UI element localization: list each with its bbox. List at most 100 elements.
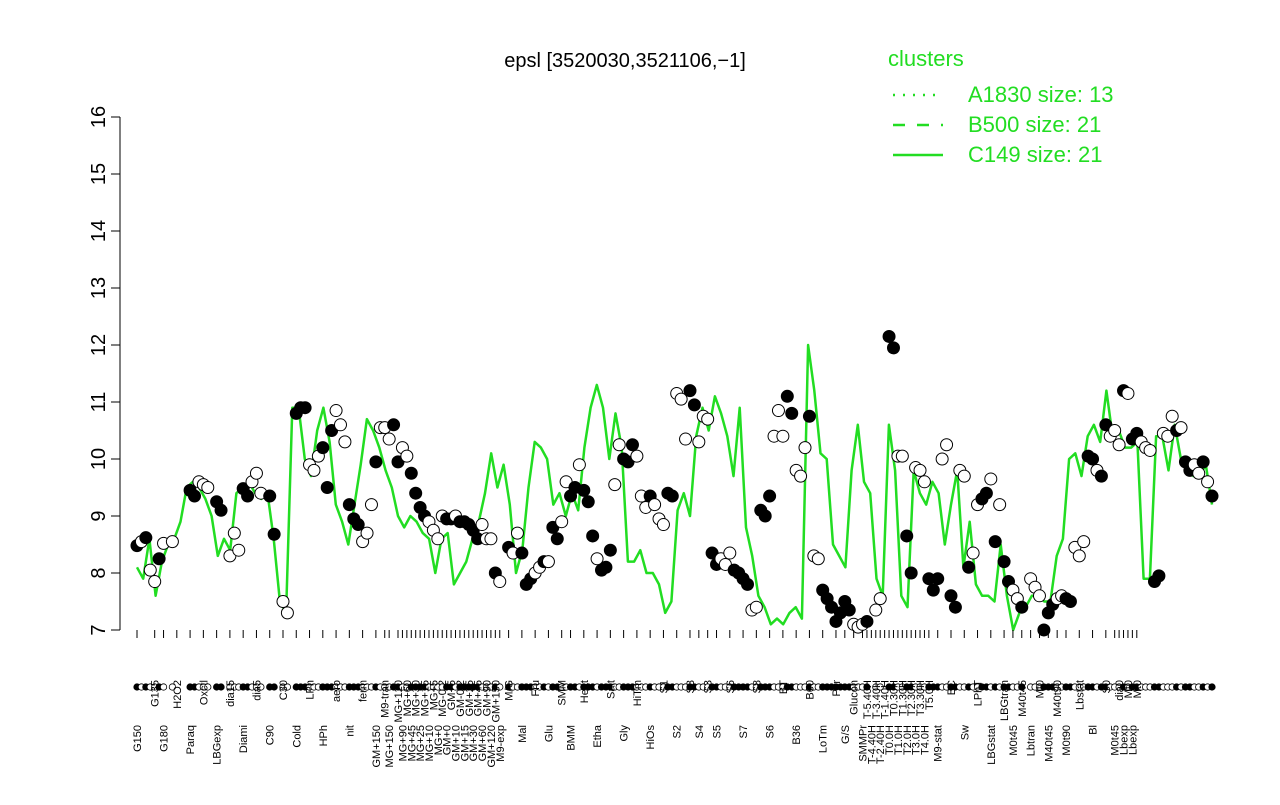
- data-point-open: [940, 438, 954, 452]
- data-point-open: [984, 472, 998, 486]
- data-point-open: [957, 469, 971, 483]
- x-tick-label: H2O2: [172, 680, 184, 709]
- x-tick-label: M40t90: [1052, 680, 1064, 717]
- x-tick-label: S3: [703, 680, 715, 693]
- data-point-open: [307, 463, 321, 477]
- x-tick-label: G180: [159, 725, 171, 752]
- data-point-filled: [586, 529, 600, 543]
- x-tick-label: MG+60: [402, 680, 414, 716]
- data-point-filled: [758, 509, 772, 523]
- data-point-open: [869, 603, 883, 617]
- x-tick-label: GM+5: [446, 680, 458, 710]
- data-point-open: [873, 592, 887, 606]
- data-point-open: [431, 532, 445, 546]
- data-point-filled: [320, 481, 334, 494]
- data-point-open: [776, 429, 790, 443]
- x-tick-label: T3.30H: [915, 680, 927, 716]
- data-point-filled: [860, 614, 874, 628]
- x-tick-label: LBGstat: [986, 725, 998, 765]
- data-point-open: [771, 404, 785, 418]
- x-tick-label: T-1.40H: [880, 680, 892, 719]
- data-point-open: [360, 526, 374, 540]
- x-tick-label: MG+120: [393, 680, 405, 723]
- x-tick-label: G/S: [840, 725, 852, 744]
- x-tick-label: nit: [344, 725, 356, 737]
- x-tick-label: Gly: [619, 725, 631, 742]
- data-point-filled: [267, 527, 281, 541]
- series-line: [135, 343, 1214, 632]
- x-tick-label: MG+5: [428, 680, 440, 710]
- x-tick-label: MG+10: [424, 725, 436, 761]
- y-tick-label: 11: [88, 392, 110, 413]
- data-point-open: [400, 449, 414, 463]
- x-tick-label: GM+150: [371, 725, 383, 768]
- x-tick-label: Lbexp: [1119, 725, 1131, 755]
- x-tick-label: M40t45: [1017, 680, 1029, 717]
- data-point-open: [917, 475, 931, 489]
- x-rug-marker: [159, 683, 168, 691]
- x-tick-label: M0t45: [1008, 725, 1020, 756]
- x-tick-label: LBGexp: [212, 725, 224, 765]
- x-tick-label: MG+15: [420, 680, 432, 716]
- y-axis: 7 8 9 10 11 12 13 14 15 16: [88, 106, 121, 636]
- data-point-open: [276, 595, 290, 608]
- data-point-filled: [802, 409, 816, 423]
- data-point-open: [656, 518, 670, 532]
- x-tick-label: BMM: [566, 725, 578, 751]
- data-point-filled: [763, 489, 777, 503]
- x-tick-label: M9-tran: [380, 680, 392, 718]
- data-point-filled: [387, 418, 401, 432]
- x-tick-label: HiTm: [632, 680, 644, 706]
- x-tick-label: GM+25: [464, 680, 476, 716]
- x-tick-label: Diami: [238, 725, 250, 753]
- data-point-filled: [740, 577, 754, 591]
- x-tick-label: HPh: [318, 725, 330, 746]
- y-tick-label: 15: [88, 163, 110, 185]
- data-point-open: [798, 441, 812, 455]
- data-point-open: [201, 481, 215, 494]
- x-tick-label: S5: [712, 725, 724, 738]
- x-tick-label: GM+45: [473, 680, 485, 716]
- x-tick-label: Pyr: [831, 680, 843, 697]
- data-point-filled: [351, 518, 365, 532]
- data-point-filled: [188, 489, 202, 503]
- data-point-filled: [241, 489, 255, 503]
- data-point-filled: [342, 498, 356, 512]
- data-point-filled: [581, 495, 595, 509]
- x-tick-label: S2: [672, 725, 684, 738]
- data-point-filled: [665, 489, 679, 503]
- x-tick-label: GM+15: [459, 725, 471, 761]
- x-tick-label: GM+60: [477, 725, 489, 761]
- x-tick-label: Paraq: [185, 725, 197, 754]
- data-point-open: [1192, 466, 1206, 480]
- x-tick-label: GM-0.2: [455, 680, 467, 717]
- data-point-open: [612, 438, 626, 452]
- x-rug-marker: [257, 683, 265, 691]
- data-point-open: [895, 449, 909, 463]
- x-tick-label: C30: [278, 680, 290, 700]
- data-point-filled: [842, 603, 856, 617]
- data-point-filled: [139, 531, 153, 545]
- x-tick-label: Oxctl: [198, 680, 210, 705]
- x-tick-label: Mt0: [1123, 680, 1135, 698]
- x-tick-label: Mt0: [1034, 680, 1046, 698]
- data-point-open: [723, 546, 737, 560]
- x-tick-label: S8: [751, 680, 763, 693]
- data-point-filled: [1205, 489, 1219, 503]
- data-point-open: [165, 535, 179, 549]
- data-point-open: [749, 600, 763, 614]
- x-tick-label: LoTm: [818, 725, 830, 753]
- legend-entry-c149: C149 size: 21: [968, 142, 1103, 167]
- x-tick-label: T2.0H: [902, 725, 914, 755]
- x-tick-label: Lbtran: [1026, 725, 1038, 756]
- data-point-filled: [886, 341, 900, 355]
- x-rug-marker: [1208, 683, 1216, 691]
- data-point-filled: [944, 589, 958, 603]
- x-tick-label: Lbstat: [1074, 680, 1086, 710]
- legend-entry-b500: B500 size: 21: [968, 112, 1101, 137]
- x-tick-label: T3.0H: [911, 725, 923, 755]
- data-point-filled: [785, 406, 799, 420]
- x-tick-label: GM+30: [468, 725, 480, 761]
- x-tick-label: SMM: [557, 680, 569, 706]
